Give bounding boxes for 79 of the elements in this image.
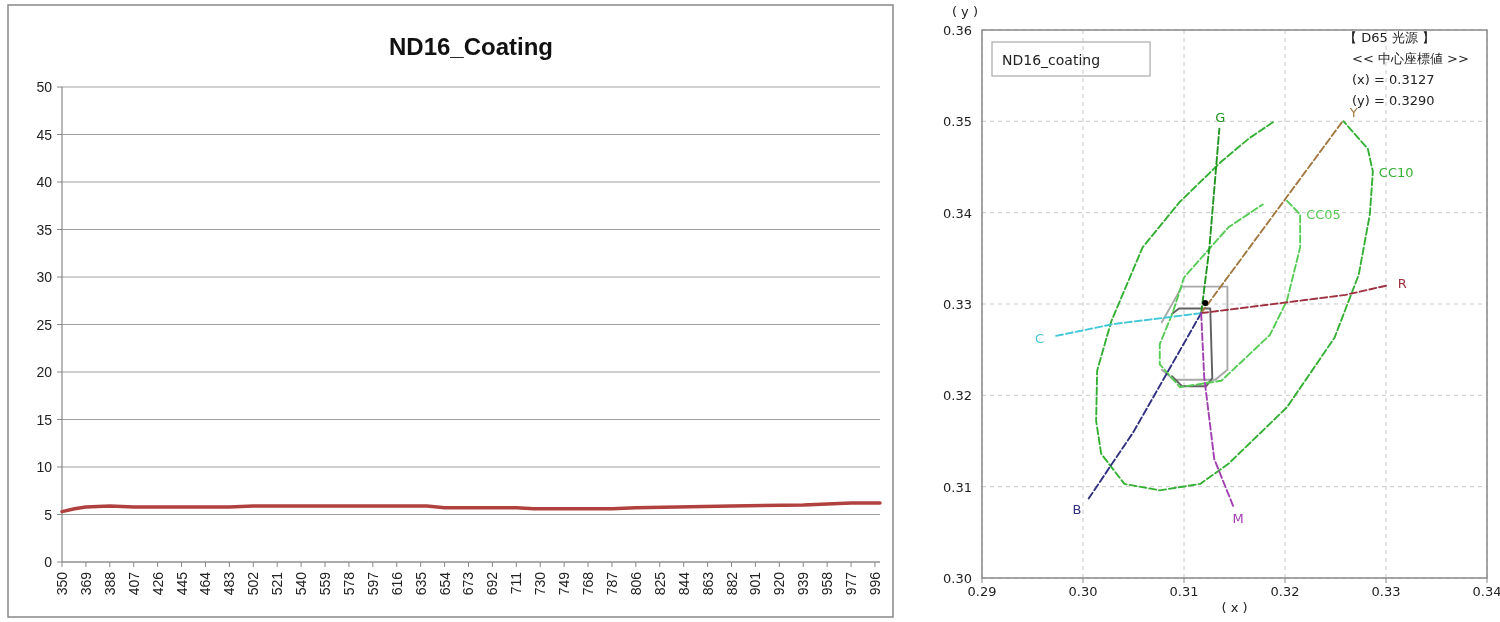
series-label: R [1397,276,1407,292]
y-tick-label: 45 [36,126,53,143]
series-label: CC05 [1306,207,1341,223]
x-axis-title: ( x ) [1221,600,1248,615]
y-tick-label: 30 [36,269,53,285]
y-tick-label: 15 [36,411,53,428]
x-tick-label: 0.32 [1270,584,1300,599]
x-tick-label: 996 [866,571,883,596]
series-label: B [1072,502,1082,518]
annotation: << 中心座標値 >> [1352,51,1469,66]
y-tick-label: 0.35 [943,114,972,130]
x-tick-label: 388 [101,571,118,596]
x-tick-label: 768 [580,571,597,596]
x-tick-label: 483 [221,571,238,596]
x-tick-label: 939 [795,571,812,596]
annotation: (x) = 0.3127 [1352,72,1435,87]
y-tick-label: 5 [44,506,53,523]
annotation: 【 D65 光源 】 [1344,30,1435,45]
line-series [1170,307,1214,388]
x-tick-label: 559 [317,571,334,596]
x-tick-label: 863 [699,571,716,596]
y-tick-label: 50 [36,79,53,95]
x-tick-label: 844 [675,571,692,596]
x-tick-label: 369 [77,571,94,596]
x-tick-label: 0.29 [967,584,997,599]
y-tick-label: 25 [36,316,53,333]
x-tick-label: 426 [149,571,166,596]
x-tick-label: 521 [269,571,286,596]
y-tick-label: 0.34 [943,205,972,221]
x-tick-label: 350 [54,571,70,596]
x-tick-label: 578 [340,571,357,596]
annotation: (y) = 0.3290 [1352,93,1435,108]
x-tick-label: 445 [173,571,190,596]
series-label: M [1232,510,1244,526]
annotation: ND16_coating [1002,52,1101,68]
x-tick-label: 616 [388,571,405,596]
x-tick-label: 749 [556,571,573,596]
x-tick-label: 882 [723,571,740,596]
x-tick-label: 464 [197,571,214,596]
x-tick-label: 654 [436,571,453,596]
x-tick-label: 692 [484,571,501,596]
line-series [1160,285,1229,381]
x-tick-label: 0.34 [1472,584,1500,599]
x-tick-label: 920 [771,571,788,596]
x-tick-label: 635 [412,571,429,596]
x-tick-label: 977 [843,571,860,596]
series-label: G [1215,109,1226,125]
y-tick-label: 35 [36,221,53,238]
x-tick-label: 407 [125,571,142,596]
y-axis-title: ( y ) [951,4,978,19]
y-tick-label: 20 [36,364,53,380]
series-label: CC10 [1378,164,1414,180]
x-tick-label: 673 [460,571,477,596]
x-tick-label: 787 [603,571,620,596]
line-series [60,501,882,514]
y-tick-label: 0 [44,554,53,570]
x-tick-label: 540 [293,571,310,596]
x-tick-label: 0.30 [1068,584,1098,599]
line-series [1095,120,1374,492]
y-tick-label: 10 [36,459,53,475]
x-tick-label: 730 [532,571,549,596]
series-label: C [1034,331,1044,347]
line-series [1158,199,1302,389]
y-tick-label: 0.36 [943,23,972,38]
y-tick-label: 0.32 [943,388,972,404]
x-tick-label: 825 [651,571,668,596]
line-series [1200,312,1235,508]
x-tick-label: 958 [819,571,836,596]
y-tick-label: 0.33 [943,297,972,312]
y-tick-label: 0.31 [943,479,972,495]
x-tick-label: 806 [627,571,644,596]
x-tick-label: 502 [245,571,262,596]
x-tick-label: 711 [508,571,525,595]
x-tick-label: 597 [364,571,381,596]
x-tick-label: 0.33 [1371,584,1401,599]
x-tick-label: 0.31 [1169,584,1199,599]
y-tick-label: 40 [36,174,53,190]
chart-title: ND16_Coating [388,33,554,60]
x-tick-label: 901 [747,571,764,596]
